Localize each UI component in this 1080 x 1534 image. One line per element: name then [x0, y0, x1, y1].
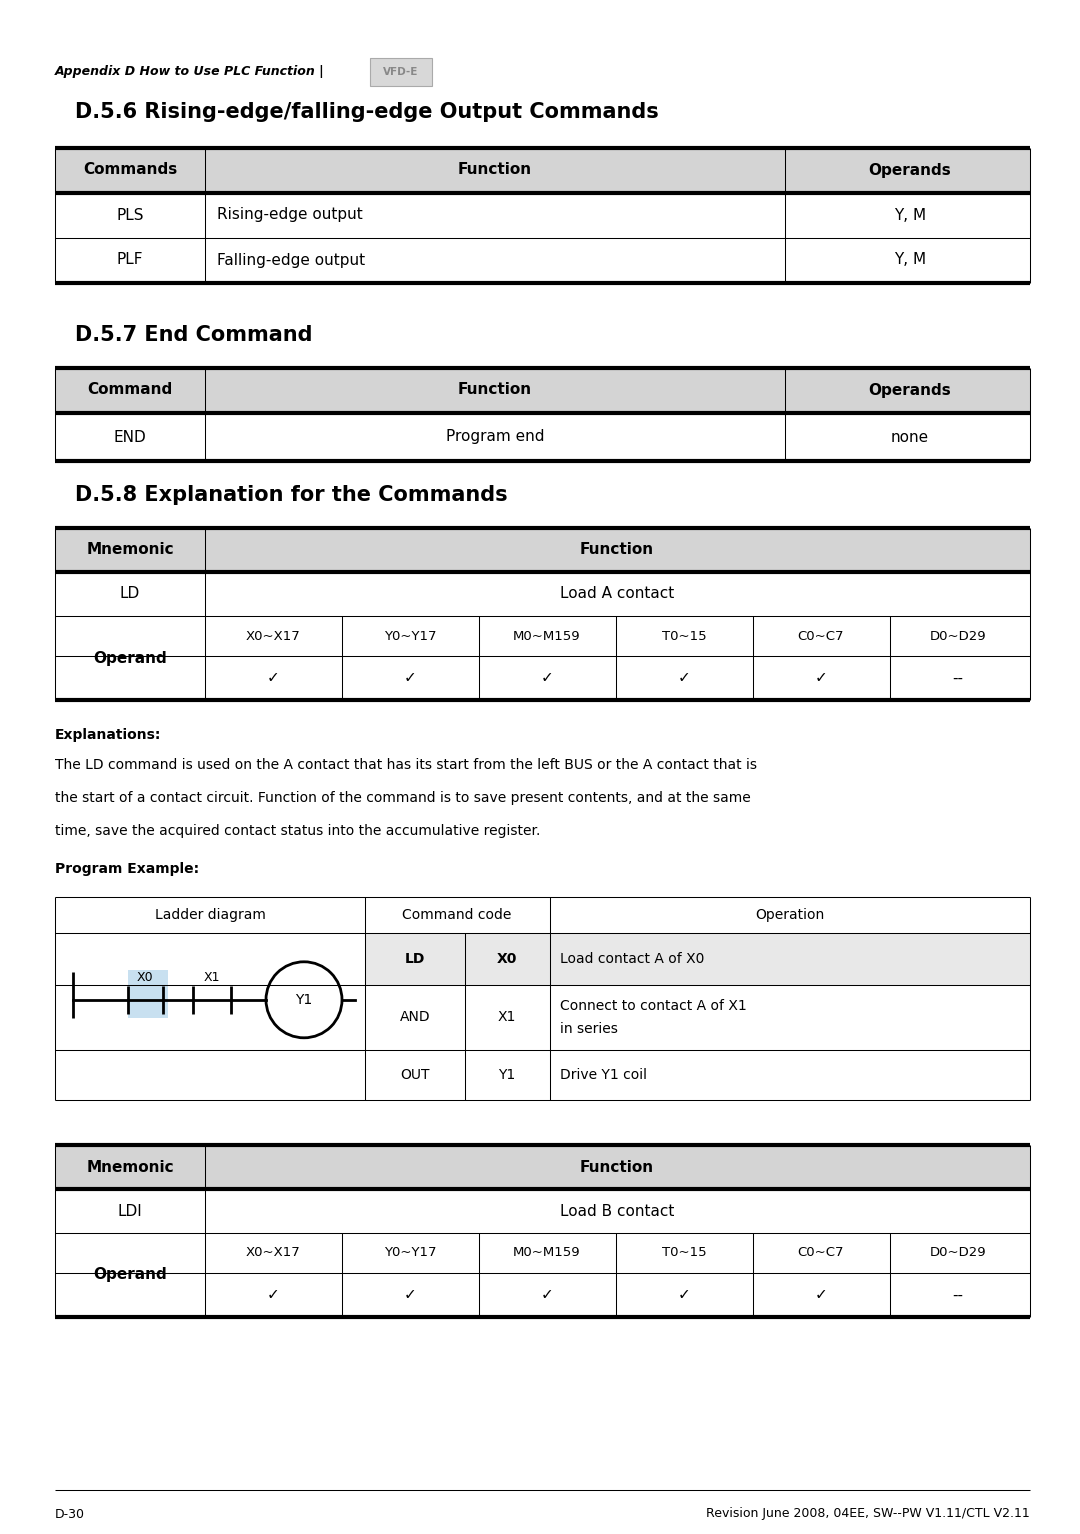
- Text: Operand: Operand: [93, 650, 167, 666]
- Text: C0~C7: C0~C7: [798, 629, 845, 643]
- Text: Mnemonic: Mnemonic: [86, 543, 174, 557]
- Text: --: --: [953, 1287, 963, 1302]
- Text: OUT: OUT: [401, 1068, 430, 1081]
- Text: LD: LD: [405, 953, 426, 966]
- Bar: [55, 528, 1030, 572]
- Text: D.5.7 End Command: D.5.7 End Command: [75, 325, 312, 345]
- Text: X0: X0: [137, 971, 153, 985]
- Text: Drive Y1 coil: Drive Y1 coil: [561, 1068, 647, 1081]
- Text: D-30: D-30: [55, 1508, 85, 1520]
- Text: X0~X17: X0~X17: [245, 629, 300, 643]
- Text: Function: Function: [458, 382, 532, 397]
- Text: Mnemonic: Mnemonic: [86, 1160, 174, 1175]
- Bar: [55, 897, 1030, 933]
- Text: Command: Command: [87, 382, 173, 397]
- Text: X0~X17: X0~X17: [245, 1247, 300, 1259]
- Text: ✓: ✓: [404, 1287, 417, 1302]
- Text: Commands: Commands: [83, 163, 177, 178]
- Bar: [55, 572, 1030, 617]
- Text: D0~D29: D0~D29: [930, 1247, 986, 1259]
- Text: Load B contact: Load B contact: [559, 1204, 674, 1218]
- Bar: [55, 617, 1030, 700]
- Text: Function: Function: [458, 163, 532, 178]
- Text: M0~M159: M0~M159: [513, 629, 581, 643]
- Bar: [129, 969, 168, 1017]
- Text: Operand: Operand: [93, 1267, 167, 1282]
- Text: in series: in series: [561, 1022, 618, 1035]
- Text: --: --: [953, 670, 963, 686]
- Text: Explanations:: Explanations:: [55, 729, 161, 742]
- Text: Operands: Operands: [868, 163, 951, 178]
- Text: Falling-edge output: Falling-edge output: [217, 253, 365, 267]
- Text: Load A contact: Load A contact: [559, 586, 674, 601]
- Text: ✓: ✓: [541, 1287, 553, 1302]
- Text: C0~C7: C0~C7: [798, 1247, 845, 1259]
- Text: ✓: ✓: [541, 670, 553, 686]
- Text: Operation: Operation: [755, 908, 825, 922]
- Text: LD: LD: [120, 586, 140, 601]
- Text: ✓: ✓: [404, 670, 417, 686]
- Text: LDI: LDI: [118, 1204, 143, 1218]
- Text: D0~D29: D0~D29: [930, 629, 986, 643]
- Bar: [55, 1144, 1030, 1189]
- Text: ✓: ✓: [814, 1287, 827, 1302]
- Text: ✓: ✓: [267, 1287, 280, 1302]
- Text: time, save the acquired contact status into the accumulative register.: time, save the acquired contact status i…: [55, 824, 540, 838]
- Text: Ladder diagram: Ladder diagram: [154, 908, 266, 922]
- Text: Appendix D How to Use PLC Function |: Appendix D How to Use PLC Function |: [55, 66, 325, 78]
- Bar: [370, 58, 432, 86]
- Text: PLF: PLF: [117, 253, 144, 267]
- Text: Program end: Program end: [446, 430, 544, 445]
- Bar: [55, 1189, 1030, 1318]
- Text: AND: AND: [400, 1009, 430, 1025]
- Bar: [55, 193, 1030, 238]
- Text: ✓: ✓: [677, 670, 690, 686]
- Bar: [365, 933, 1030, 985]
- Text: none: none: [891, 430, 929, 445]
- Text: the start of a contact circuit. Function of the command is to save present conte: the start of a contact circuit. Function…: [55, 792, 751, 805]
- Text: T0~15: T0~15: [662, 1247, 706, 1259]
- Text: ✓: ✓: [814, 670, 827, 686]
- Bar: [55, 238, 1030, 282]
- Text: ✓: ✓: [677, 1287, 690, 1302]
- Bar: [55, 368, 1030, 413]
- Text: Function: Function: [580, 1160, 654, 1175]
- Text: Y0~Y17: Y0~Y17: [383, 1247, 436, 1259]
- Bar: [370, 58, 432, 86]
- Text: VFD-E: VFD-E: [383, 67, 419, 77]
- Text: X0: X0: [497, 953, 517, 966]
- Text: Rising-edge output: Rising-edge output: [217, 207, 363, 222]
- Text: Command code: Command code: [403, 908, 512, 922]
- Text: END: END: [113, 430, 147, 445]
- Text: Program Example:: Program Example:: [55, 862, 199, 876]
- Text: ✓: ✓: [267, 670, 280, 686]
- Bar: [55, 933, 365, 1100]
- Text: The LD command is used on the A contact that has its start from the left BUS or : The LD command is used on the A contact …: [55, 758, 757, 772]
- Text: X1: X1: [498, 1009, 516, 1025]
- Text: Function: Function: [580, 543, 654, 557]
- Text: Connect to contact A of X1: Connect to contact A of X1: [561, 1000, 746, 1014]
- Bar: [55, 147, 1030, 193]
- Text: Y, M: Y, M: [894, 207, 926, 222]
- Text: Load contact A of X0: Load contact A of X0: [561, 953, 704, 966]
- Text: T0~15: T0~15: [662, 629, 706, 643]
- Text: Y, M: Y, M: [894, 253, 926, 267]
- Text: Operands: Operands: [868, 382, 951, 397]
- Text: Revision June 2008, 04EE, SW--PW V1.11/CTL V2.11: Revision June 2008, 04EE, SW--PW V1.11/C…: [706, 1508, 1030, 1520]
- Text: PLS: PLS: [117, 207, 144, 222]
- Text: M0~M159: M0~M159: [513, 1247, 581, 1259]
- Text: Y0~Y17: Y0~Y17: [383, 629, 436, 643]
- Text: Y1: Y1: [498, 1068, 515, 1081]
- Text: Y1: Y1: [295, 992, 312, 1006]
- Text: D.5.8 Explanation for the Commands: D.5.8 Explanation for the Commands: [75, 485, 508, 505]
- Text: X1: X1: [204, 971, 220, 985]
- Text: D.5.6 Rising-edge/falling-edge Output Commands: D.5.6 Rising-edge/falling-edge Output Co…: [75, 101, 659, 123]
- Bar: [55, 413, 1030, 462]
